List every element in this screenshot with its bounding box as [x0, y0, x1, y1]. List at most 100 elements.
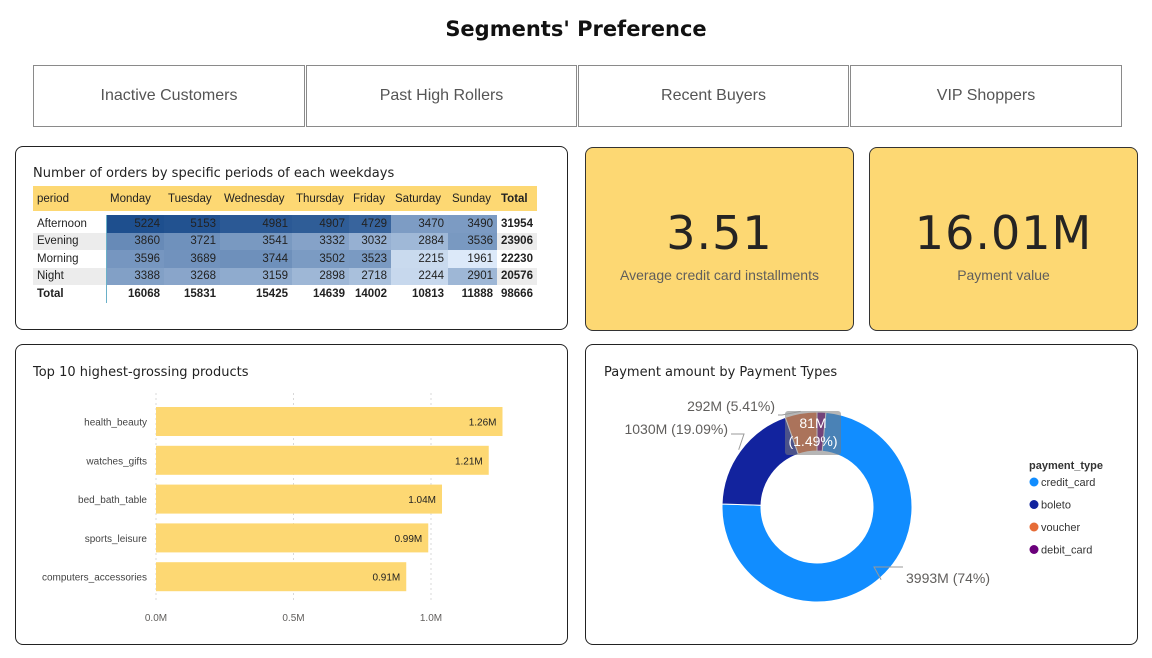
- segment-button-past-high-rollers[interactable]: Past High Rollers: [306, 65, 577, 127]
- bar-data-label: 1.21M: [455, 456, 483, 467]
- matrix-column-total: 10813: [412, 287, 444, 300]
- segment-button-vip-shoppers[interactable]: VIP Shoppers: [850, 65, 1122, 127]
- matrix-header-friday[interactable]: Friday: [349, 186, 391, 211]
- matrix-cell: 3744: [220, 250, 292, 268]
- y-category-label: bed_bath_table: [78, 495, 147, 506]
- matrix-column-total: 16068: [128, 287, 160, 300]
- y-category-label: watches_gifts: [85, 456, 147, 467]
- matrix-cell: 3541: [220, 232, 292, 250]
- matrix-column-total: 14639: [313, 287, 345, 300]
- donut-data-label: 81M: [799, 415, 826, 431]
- matrix-cell: 3490: [448, 215, 497, 233]
- matrix-cell: 3268: [164, 267, 220, 285]
- matrix-cell: 2898: [292, 267, 349, 285]
- bar[interactable]: [156, 484, 442, 514]
- bar[interactable]: [156, 445, 489, 475]
- matrix-header-sunday[interactable]: Sunday: [448, 186, 497, 211]
- matrix-column-total: 14002: [355, 287, 387, 300]
- matrix-cell: 3860: [106, 232, 164, 250]
- matrix-header-row: period Monday Tuesday Wednesday Thursday Frid…: [33, 186, 537, 211]
- matrix-total-label: Total: [33, 285, 107, 303]
- legend-title: payment_type: [1029, 460, 1103, 472]
- matrix-column-total: 11888: [461, 287, 493, 300]
- donut-data-label: 292M (5.41%): [687, 398, 775, 414]
- matrix-cell: 3596: [106, 250, 164, 268]
- matrix-row-morning: Morning 3596 3689 3744 3502 3523 2215 1961 22230: [33, 250, 537, 268]
- matrix-row-night: Night 3388 3268 3159 2898 2718 2244 2901 20576: [33, 267, 537, 285]
- matrix-cell: 3388: [106, 267, 164, 285]
- matrix-header-wednesday[interactable]: Wednesday: [220, 186, 292, 211]
- kpi-value-payment: 16.01M: [914, 206, 1093, 260]
- matrix-header-tuesday[interactable]: Tuesday: [164, 186, 220, 211]
- matrix-cell: 4907: [292, 215, 349, 233]
- bar-data-label: 0.91M: [372, 573, 400, 584]
- matrix-total-row: Total 16068 15831 15425 14639 14002 10813 11888…: [33, 285, 537, 303]
- matrix-column-total: 15831: [184, 287, 216, 300]
- kpi-label-installments: Average credit card installments: [620, 267, 819, 283]
- donut-data-label: (1.49%): [788, 433, 837, 449]
- x-tick-label: 0.0M: [145, 613, 167, 624]
- y-category-label: sports_leisure: [85, 534, 148, 545]
- matrix-cell: 3689: [164, 250, 220, 268]
- matrix-row-label: Morning: [33, 250, 107, 268]
- legend-marker[interactable]: [1029, 477, 1039, 487]
- matrix-title: Number of orders by specific periods of …: [33, 166, 395, 181]
- legend-item-debit-card[interactable]: debit_card: [1041, 545, 1092, 557]
- matrix-cell: 3536: [448, 232, 497, 250]
- legend-item-voucher[interactable]: voucher: [1041, 522, 1080, 534]
- donut-data-label: 3993M (74%): [906, 570, 990, 586]
- legend-item-boleto[interactable]: boleto: [1041, 500, 1071, 512]
- matrix-header-saturday[interactable]: Saturday: [391, 186, 448, 211]
- legend-marker[interactable]: [1029, 500, 1039, 509]
- bar[interactable]: [156, 523, 429, 553]
- matrix-column-total: 15425: [256, 287, 288, 300]
- matrix-header-total[interactable]: Total: [497, 186, 537, 211]
- matrix-grand-total: 98666: [501, 287, 533, 300]
- segment-button-inactive-customers[interactable]: Inactive Customers: [33, 65, 305, 127]
- bar-data-label: 1.26M: [469, 418, 497, 429]
- matrix-cell: 4981: [220, 215, 292, 233]
- matrix-cell: 2244: [391, 267, 448, 285]
- legend-marker[interactable]: [1029, 522, 1039, 532]
- x-tick-label: 0.5M: [282, 613, 304, 624]
- matrix-cell: 4729: [349, 215, 391, 233]
- donut-slice-credit-card[interactable]: [721, 411, 913, 603]
- matrix-cell: 1961: [448, 250, 497, 268]
- matrix-header-monday[interactable]: Monday: [106, 186, 164, 211]
- bar-chart-title: Top 10 highest-grossing products: [33, 365, 249, 380]
- x-tick-label: 1.0M: [420, 613, 442, 624]
- orders-matrix-table: period Monday Tuesday Wednesday Thursday Frid…: [33, 186, 537, 303]
- bar[interactable]: [156, 562, 407, 592]
- matrix-header-thursday[interactable]: Thursday: [292, 186, 349, 211]
- orders-matrix-card: Number of orders by specific periods of …: [15, 146, 568, 330]
- legend-marker[interactable]: [1029, 545, 1039, 554]
- matrix-cell: 3721: [164, 232, 220, 250]
- matrix-cell: 3159: [220, 267, 292, 285]
- matrix-cell: 5224: [106, 215, 164, 233]
- matrix-cell: 5153: [164, 215, 220, 233]
- donut-leader-line: [778, 410, 801, 416]
- donut-chart: 3993M (74%) 1030M (19.09%) 292M (5.41%) 81M…: [624, 398, 1103, 603]
- payment-types-card: Payment amount by Payment Types 3993M (7…: [585, 344, 1138, 645]
- matrix-cell: 3032: [349, 232, 391, 250]
- matrix-row-label: Evening: [33, 232, 107, 250]
- matrix-row-total: 31954: [501, 217, 533, 230]
- legend-item-credit-card[interactable]: credit_card: [1041, 477, 1095, 489]
- matrix-cell: 3502: [292, 250, 349, 268]
- bar[interactable]: [156, 407, 503, 436]
- matrix-cell: 2884: [391, 232, 448, 250]
- matrix-header-period[interactable]: period: [33, 186, 106, 211]
- kpi-card-payment-value: 16.01M Payment value: [869, 147, 1138, 331]
- donut-data-label: 1030M (19.09%): [624, 421, 728, 437]
- matrix-cell: 2901: [448, 267, 497, 285]
- kpi-value-installments: 3.51: [666, 206, 773, 260]
- y-category-label: health_beauty: [84, 418, 147, 429]
- matrix-cell: 3332: [292, 232, 349, 250]
- matrix-cell: 3523: [349, 250, 391, 268]
- debit-label-box: [785, 411, 841, 455]
- donut-leader-line: [873, 566, 903, 581]
- segment-button-recent-buyers[interactable]: Recent Buyers: [578, 65, 849, 127]
- matrix-cell: 2215: [391, 250, 448, 268]
- matrix-row-total: 23906: [497, 232, 537, 250]
- kpi-label-payment: Payment value: [957, 267, 1050, 283]
